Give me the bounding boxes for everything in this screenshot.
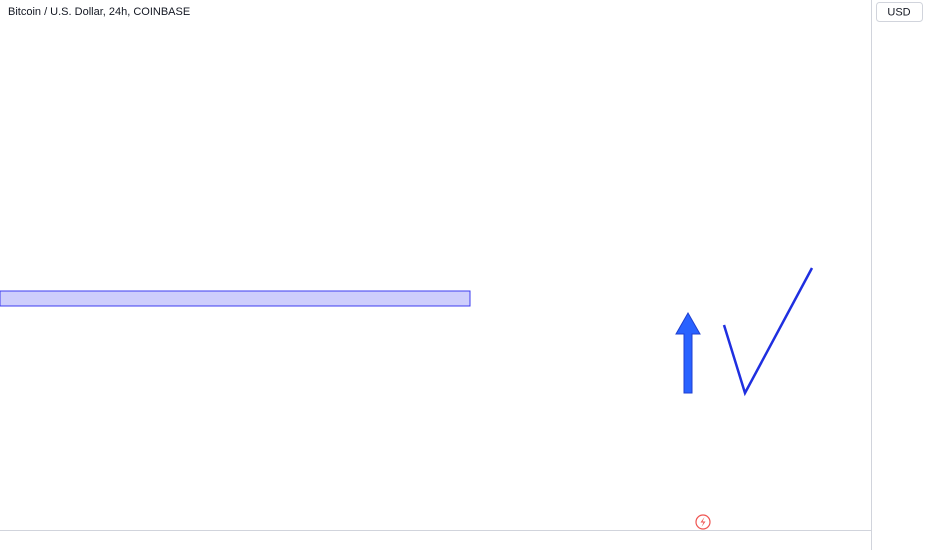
projection-line [722, 267, 814, 397]
chart-title: Bitcoin / U.S. Dollar, 24h, COINBASE [8, 6, 190, 18]
arrow [675, 311, 701, 394]
events-icon[interactable] [700, 517, 706, 527]
currency[interactable]: USD [887, 6, 910, 18]
currency-button[interactable] [876, 2, 923, 22]
zone [0, 290, 471, 307]
